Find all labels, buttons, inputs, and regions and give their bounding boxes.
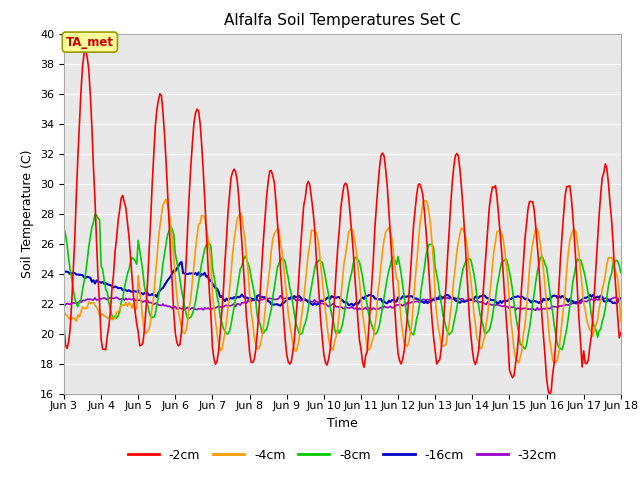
-4cm bbox=[60, 307, 68, 313]
-8cm bbox=[617, 270, 625, 276]
-8cm bbox=[558, 347, 566, 352]
Y-axis label: Soil Temperature (C): Soil Temperature (C) bbox=[22, 149, 35, 278]
-16cm bbox=[164, 277, 172, 283]
-8cm bbox=[91, 211, 99, 217]
Legend: -2cm, -4cm, -8cm, -16cm, -32cm: -2cm, -4cm, -8cm, -16cm, -32cm bbox=[123, 444, 562, 467]
-2cm bbox=[165, 221, 173, 227]
-16cm bbox=[349, 303, 357, 309]
-4cm bbox=[165, 210, 173, 216]
Line: -16cm: -16cm bbox=[64, 262, 621, 306]
-32cm bbox=[552, 304, 559, 310]
-2cm bbox=[546, 392, 554, 398]
-16cm bbox=[552, 293, 559, 299]
-16cm bbox=[60, 269, 68, 275]
-16cm bbox=[380, 299, 388, 304]
Title: Alfalfa Soil Temperatures Set C: Alfalfa Soil Temperatures Set C bbox=[224, 13, 461, 28]
-4cm bbox=[550, 360, 558, 366]
-16cm bbox=[617, 296, 625, 301]
-32cm bbox=[410, 299, 417, 305]
-32cm bbox=[379, 305, 387, 311]
-32cm bbox=[532, 307, 540, 313]
-4cm bbox=[76, 314, 83, 320]
-16cm bbox=[399, 293, 406, 299]
-4cm bbox=[617, 319, 625, 324]
Text: TA_met: TA_met bbox=[66, 36, 114, 48]
-2cm bbox=[82, 46, 90, 52]
-32cm bbox=[76, 299, 83, 305]
-32cm bbox=[164, 304, 172, 310]
-32cm bbox=[617, 296, 625, 301]
Line: -4cm: -4cm bbox=[64, 199, 621, 363]
-8cm bbox=[410, 332, 417, 338]
-8cm bbox=[60, 226, 68, 231]
Line: -8cm: -8cm bbox=[64, 214, 621, 349]
-2cm bbox=[379, 150, 387, 156]
Line: -32cm: -32cm bbox=[64, 296, 621, 310]
-4cm bbox=[379, 248, 387, 254]
-16cm bbox=[76, 272, 83, 277]
-32cm bbox=[60, 303, 68, 309]
-32cm bbox=[276, 293, 284, 299]
-2cm bbox=[552, 337, 559, 343]
-2cm bbox=[76, 119, 83, 125]
-8cm bbox=[165, 228, 173, 233]
-16cm bbox=[178, 259, 186, 265]
-8cm bbox=[379, 303, 387, 309]
-4cm bbox=[552, 360, 559, 365]
X-axis label: Time: Time bbox=[327, 417, 358, 430]
-8cm bbox=[397, 271, 405, 276]
-4cm bbox=[397, 317, 405, 323]
-32cm bbox=[397, 302, 405, 308]
-2cm bbox=[397, 361, 405, 367]
-4cm bbox=[163, 196, 170, 202]
-8cm bbox=[76, 299, 83, 304]
-2cm bbox=[617, 330, 625, 336]
-8cm bbox=[550, 323, 558, 329]
Line: -2cm: -2cm bbox=[64, 49, 621, 395]
-2cm bbox=[410, 223, 417, 228]
-16cm bbox=[412, 296, 419, 301]
-4cm bbox=[410, 298, 417, 303]
-2cm bbox=[60, 324, 68, 330]
